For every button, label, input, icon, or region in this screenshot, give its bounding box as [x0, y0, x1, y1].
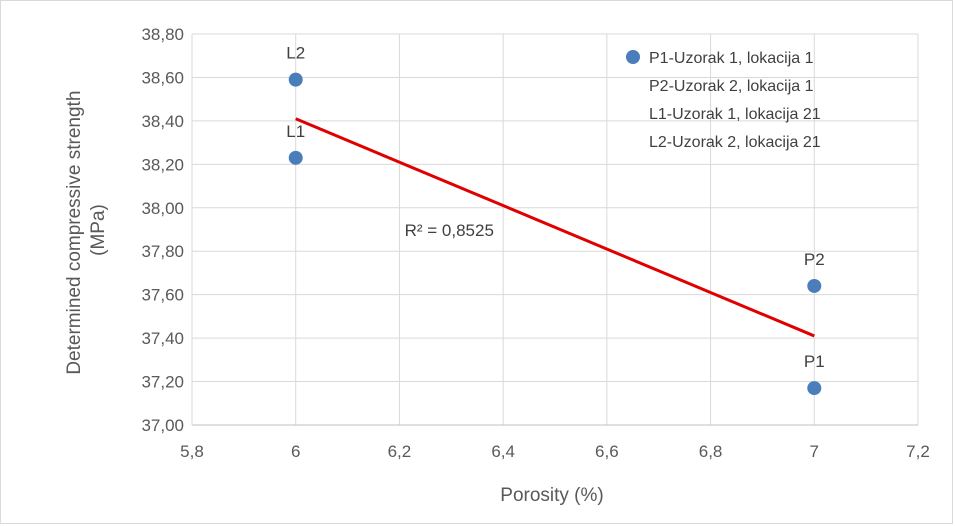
data-point [807, 278, 822, 293]
legend: P1-Uzorak 1, lokacija 1 P2-Uzorak 2, loka… [626, 50, 821, 151]
legend-entry: L1-Uzorak 1, lokacija 21 [649, 106, 821, 123]
y-tick-label: 37,60 [141, 286, 184, 305]
x-tick-label: 7,2 [906, 442, 930, 461]
data-points [288, 72, 822, 396]
legend-entry: P2-Uzorak 2, lokacija 1 [649, 78, 814, 95]
y-tick-label: 37,00 [141, 416, 184, 435]
y-tick-label: 38,40 [141, 112, 184, 131]
y-tick-label: 38,60 [141, 68, 184, 87]
x-tick-label: 6 [291, 442, 300, 461]
x-tick-label: 6,6 [595, 442, 619, 461]
data-point-label: P1 [804, 352, 825, 371]
legend-marker [626, 50, 640, 64]
grid-lines [191, 33, 919, 426]
data-point [288, 150, 303, 165]
y-tick-label: 37,40 [141, 329, 184, 348]
x-tick-label: 5,8 [180, 442, 204, 461]
x-tick-label: 7 [810, 442, 819, 461]
legend-entry: P1-Uzorak 1, lokacija 1 [649, 50, 814, 67]
y-tick-label: 38,20 [141, 155, 184, 174]
data-point [807, 381, 822, 396]
x-tick-label: 6,8 [699, 442, 723, 461]
legend-entry: L2-Uzorak 2, lokacija 21 [649, 134, 821, 151]
y-axis-title-line-1: Determined compressive strength [64, 91, 85, 375]
data-point-label: P2 [804, 250, 825, 269]
point-labels: L2 L1 P2 P1 [286, 44, 824, 371]
y-tick-label: 38,00 [141, 199, 184, 218]
data-point-label: L2 [286, 44, 305, 63]
r-squared-label: R² = 0,8525 [405, 221, 494, 240]
y-tick-label: 38,80 [141, 25, 184, 44]
y-tick-label: 37,20 [141, 373, 184, 392]
x-tick-label: 6,4 [491, 442, 515, 461]
y-tick-label: 37,80 [141, 242, 184, 261]
trendline-group [295, 117, 815, 338]
data-point-label: L1 [286, 122, 305, 141]
x-axis-title: Porosity (%) [500, 485, 603, 506]
axes: 37,00 37,20 37,40 37,60 37,80 38,00 38,20 38,40… [141, 25, 929, 461]
x-tick-label: 6,2 [388, 442, 412, 461]
data-point [288, 72, 303, 87]
y-axis-title-line-2: (MPa) [88, 204, 109, 256]
trendline [295, 117, 815, 338]
y-axis-title: Determined compressive strength (MPa) [64, 85, 109, 374]
